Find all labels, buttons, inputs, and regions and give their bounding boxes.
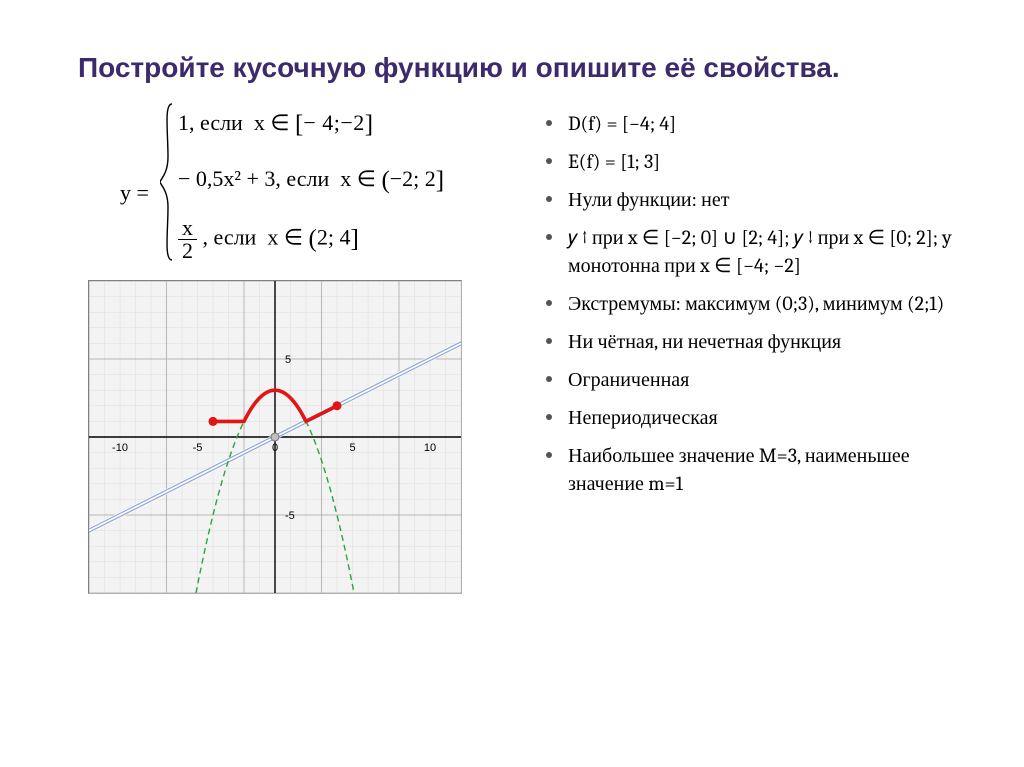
formula-lead: y = [120,176,149,209]
properties-list: D(f) = [−4; 4] E(f) = [1; 3] Нули функци… [540,110,964,498]
piece3-num: x [178,217,197,240]
svg-text:-10: -10 [112,442,128,454]
piecewise-formula: y = 1, если x ∈ [− 4;−2] − 0,5x² + 3, ес… [120,106,500,262]
piece2-cond-label: если [286,166,329,191]
prop-parity: Ни чётная, ни нечетная функция [540,328,964,356]
piece1-cond-label: если [200,110,243,135]
piece3-den: 2 [178,240,197,262]
piece3-cond-label: если [214,225,257,250]
prop-domain: D(f) = [−4; 4] [540,110,964,138]
svg-text:-5: -5 [193,442,203,454]
right-column: D(f) = [−4; 4] E(f) = [1; 3] Нули функци… [540,106,964,594]
piece1-interval: − 4;−2 [303,110,364,135]
svg-text:-5: -5 [285,510,295,522]
prop-range: E(f) = [1; 3] [540,148,964,176]
prop-monotonicity: 𝑦 ↑ при x ∈ [−2; 0] ∪ [2; 4]; 𝑦 ↓ при x … [540,224,964,280]
svg-text:5: 5 [285,354,291,366]
piece3-interval: 2; 4 [317,225,351,250]
prop-maxmin: Наибольшее значение M=3, наименьшее знач… [540,442,964,498]
piece1-value: 1 [178,110,189,135]
graph-container: -10 -5 0 5 10 -5 5 [88,280,500,594]
svg-text:10: 10 [424,442,436,454]
prop-periodicity: Непериодическая [540,404,964,432]
page-title: Постройте кусочную функцию и опишите её … [60,50,964,86]
svg-text:5: 5 [349,442,355,454]
function-graph: -10 -5 0 5 10 -5 5 [89,281,461,593]
svg-text:0: 0 [272,442,278,454]
piece2-value: − 0,5x² + 3 [178,166,275,191]
left-column: y = 1, если x ∈ [− 4;−2] − 0,5x² + 3, ес… [60,106,500,594]
piece-2: − 0,5x² + 3, если x ∈ (−2; 2] [178,162,500,200]
brace-icon [160,102,174,262]
prop-bounded: Ограниченная [540,366,964,394]
piece-3: x2 , если x ∈ (2; 4] [178,217,500,262]
prop-zeros: Нули функции: нет [540,186,964,214]
content-row: y = 1, если x ∈ [− 4;−2] − 0,5x² + 3, ес… [60,106,964,594]
piece2-interval: −2; 2 [390,166,436,191]
piece-1: 1, если x ∈ [− 4;−2] [178,106,500,144]
prop-extrema: Экстремумы: максимум (0;3), минимум (2;1… [540,290,964,318]
